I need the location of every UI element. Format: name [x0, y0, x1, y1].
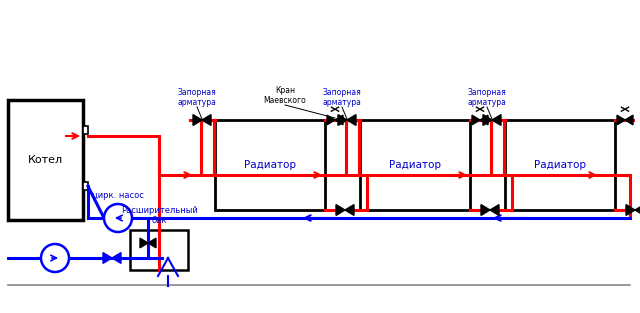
Polygon shape — [481, 205, 490, 215]
Bar — [83, 182, 88, 190]
Polygon shape — [140, 238, 148, 248]
Polygon shape — [635, 205, 640, 215]
Polygon shape — [112, 253, 121, 264]
Text: Котел: Котел — [28, 155, 63, 165]
Text: Радиатор: Радиатор — [244, 160, 296, 170]
Text: Расширительный
бак: Расширительный бак — [120, 206, 197, 225]
Polygon shape — [345, 205, 354, 215]
Polygon shape — [335, 115, 343, 125]
Polygon shape — [336, 205, 345, 215]
Bar — [130, 230, 188, 270]
Circle shape — [41, 244, 69, 272]
Polygon shape — [103, 253, 112, 264]
Text: Запорная
арматура: Запорная арматура — [323, 88, 362, 107]
Polygon shape — [347, 115, 356, 126]
Polygon shape — [492, 115, 501, 126]
Bar — [505, 120, 615, 210]
Polygon shape — [490, 205, 499, 215]
Polygon shape — [193, 115, 202, 126]
Polygon shape — [202, 115, 211, 126]
Polygon shape — [148, 238, 156, 248]
Bar — [83, 126, 88, 134]
Polygon shape — [483, 115, 492, 126]
Polygon shape — [327, 115, 335, 125]
Polygon shape — [480, 115, 488, 125]
Polygon shape — [617, 115, 625, 125]
Polygon shape — [338, 115, 347, 126]
Text: Запорная
арматура: Запорная арматура — [177, 88, 216, 107]
Text: цирк. насос: цирк. насос — [92, 191, 144, 200]
Polygon shape — [472, 115, 480, 125]
Bar — [215, 120, 325, 210]
Text: Радиатор: Радиатор — [389, 160, 441, 170]
Polygon shape — [626, 205, 635, 215]
Text: Радиатор: Радиатор — [534, 160, 586, 170]
Text: Запорная
арматура: Запорная арматура — [468, 88, 506, 107]
Bar — [8, 100, 83, 220]
Polygon shape — [625, 115, 633, 125]
Bar — [360, 120, 470, 210]
Text: Кран
Маевского: Кран Маевского — [264, 85, 307, 105]
Circle shape — [104, 204, 132, 232]
